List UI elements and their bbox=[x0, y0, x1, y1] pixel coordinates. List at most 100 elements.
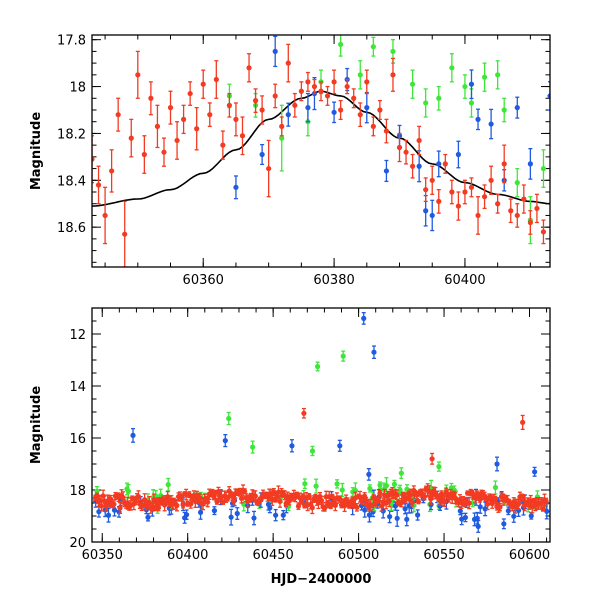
bottom-blue-point bbox=[394, 515, 400, 521]
top-blue-point bbox=[429, 212, 435, 219]
top-model-curve bbox=[92, 90, 550, 207]
bottom-red-outlier bbox=[301, 410, 307, 416]
bottom-green-point bbox=[367, 485, 373, 492]
bottom-red-point bbox=[186, 492, 192, 498]
bottom-red-point bbox=[409, 499, 415, 506]
top-red-point bbox=[220, 142, 226, 148]
bottom-x-tick-label: 60550 bbox=[423, 548, 464, 563]
bottom-blue-point bbox=[211, 508, 218, 514]
top-blue-point bbox=[233, 184, 239, 190]
bottom-red-point bbox=[111, 501, 117, 507]
bottom-y-tick-label: 16 bbox=[69, 432, 86, 447]
top-axis-ticks: 60360 60380 60400 17.8 18 18.2 18.4 18.6 bbox=[57, 34, 550, 288]
bottom-green-point bbox=[383, 483, 390, 489]
top-red-point bbox=[161, 149, 167, 155]
bottom-red-point bbox=[98, 503, 105, 509]
top-red-point bbox=[416, 137, 422, 144]
top-red-point bbox=[102, 212, 108, 219]
top-red-point bbox=[455, 203, 461, 209]
top-blue-point bbox=[468, 81, 475, 87]
bottom-red-point bbox=[135, 494, 142, 500]
bottom-red-point bbox=[120, 495, 126, 501]
bottom-red-point bbox=[242, 488, 248, 494]
bottom-blue-outlier bbox=[337, 443, 343, 449]
bottom-red-point bbox=[408, 492, 414, 498]
top-green-point bbox=[436, 95, 442, 101]
bottom-y-tick-label: 12 bbox=[69, 328, 86, 343]
top-blue-point bbox=[383, 168, 390, 174]
top-green-point bbox=[468, 100, 475, 106]
bottom-green-point bbox=[492, 484, 499, 491]
top-blue-point bbox=[455, 151, 461, 158]
bottom-red-point bbox=[386, 498, 392, 504]
top-red-point bbox=[266, 165, 272, 172]
top-red-point bbox=[370, 123, 376, 129]
top-y-tick-label: 18.2 bbox=[57, 127, 86, 142]
top-x-tick-label: 60400 bbox=[444, 273, 485, 288]
bottom-red-point bbox=[309, 505, 315, 511]
bottom-red-point bbox=[538, 500, 545, 506]
top-blue-point bbox=[331, 109, 337, 115]
bottom-blue-point bbox=[482, 506, 488, 512]
top-red-point bbox=[213, 76, 219, 83]
bottom-red-point bbox=[485, 501, 491, 507]
bottom-data-points bbox=[92, 311, 550, 533]
top-green-point bbox=[514, 180, 520, 186]
top-green-point bbox=[462, 83, 468, 90]
top-red-point bbox=[194, 126, 200, 132]
bottom-green-point bbox=[313, 483, 319, 489]
bottom-green-point bbox=[125, 488, 132, 494]
top-red-point bbox=[403, 149, 409, 155]
bottom-red-point bbox=[369, 502, 375, 509]
top-red-point bbox=[207, 112, 213, 118]
top-red-point bbox=[423, 187, 429, 193]
top-red-point bbox=[514, 212, 520, 219]
top-red-point bbox=[174, 137, 180, 144]
bottom-blue-point bbox=[273, 512, 279, 518]
top-red-point bbox=[377, 107, 383, 113]
bottom-red-point bbox=[174, 502, 180, 509]
top-red-point bbox=[318, 88, 324, 94]
bottom-blue-point bbox=[505, 508, 511, 514]
top-red-point bbox=[239, 133, 246, 139]
top-blue-point bbox=[436, 161, 442, 167]
top-red-point bbox=[357, 112, 363, 118]
bottom-red-point bbox=[441, 498, 448, 504]
bottom-red-point bbox=[214, 498, 220, 504]
top-blue-point bbox=[285, 112, 291, 118]
bottom-blue-point bbox=[528, 513, 534, 519]
bottom-green-outlier bbox=[436, 464, 442, 470]
bottom-blue-outlier bbox=[289, 443, 295, 449]
top-green-point bbox=[370, 44, 376, 50]
bottom-blue-point bbox=[362, 507, 368, 513]
top-red-point bbox=[252, 98, 259, 104]
bottom-red-point bbox=[520, 495, 526, 501]
top-red-point bbox=[259, 107, 265, 113]
top-blue-point bbox=[364, 105, 370, 111]
top-red-point bbox=[351, 95, 357, 101]
bottom-red-point bbox=[341, 503, 348, 509]
bottom-green-point bbox=[165, 482, 171, 488]
bottom-blue-point bbox=[280, 512, 286, 518]
top-blue-point bbox=[488, 121, 494, 127]
bottom-red-point bbox=[238, 495, 245, 502]
top-red-point bbox=[521, 196, 527, 202]
top-red-point bbox=[167, 105, 174, 111]
bottom-blue-point bbox=[462, 514, 468, 521]
bottom-green-point bbox=[334, 481, 340, 487]
bottom-green-outlier bbox=[250, 444, 256, 450]
bottom-red-point bbox=[155, 505, 162, 511]
bottom-blue-outlier bbox=[475, 523, 481, 530]
bottom-blue-point bbox=[544, 508, 550, 514]
top-red-point bbox=[298, 88, 304, 94]
bottom-green-outlier bbox=[398, 470, 404, 476]
top-red-point bbox=[508, 208, 514, 214]
bottom-blue-outlier bbox=[494, 461, 500, 467]
bottom-red-point bbox=[540, 506, 546, 512]
bottom-green-point bbox=[158, 492, 164, 499]
bottom-red-point bbox=[306, 493, 312, 499]
top-y-tick-label: 18 bbox=[69, 81, 86, 96]
top-blue-point bbox=[423, 208, 429, 214]
top-red-point bbox=[128, 135, 134, 141]
